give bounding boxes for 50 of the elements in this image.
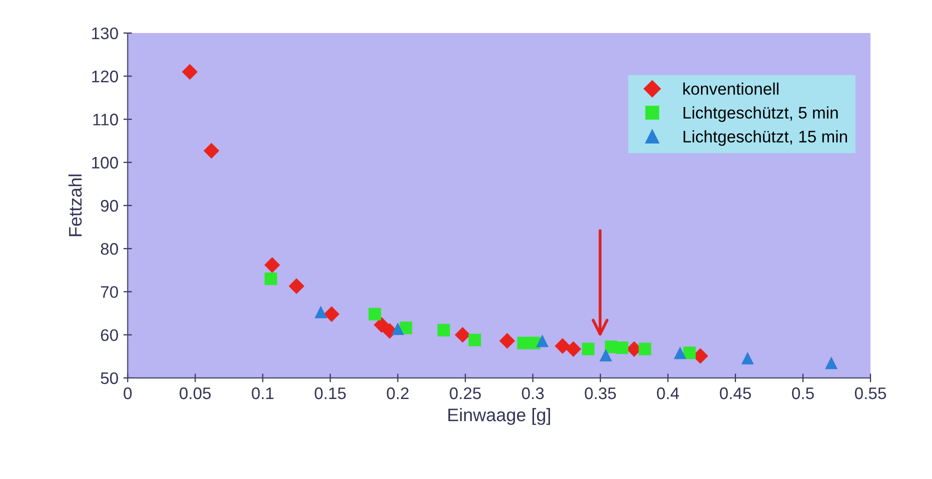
point bbox=[499, 333, 516, 349]
x-tick-label: 0.3 bbox=[522, 387, 544, 400]
x-axis-title: Einwaage [g] bbox=[448, 408, 550, 425]
point bbox=[600, 348, 612, 362]
point bbox=[566, 341, 582, 357]
y-tick-label: 90 bbox=[100, 200, 118, 212]
x-tick-label: 0.35 bbox=[584, 387, 616, 400]
x-tick-label: 0.55 bbox=[854, 387, 886, 400]
point bbox=[264, 257, 280, 273]
x-tick-label: 0 bbox=[124, 387, 132, 400]
x-tick-label: 0.25 bbox=[450, 387, 481, 400]
y-axis-title: Fettzahl bbox=[68, 174, 82, 236]
point bbox=[582, 342, 594, 356]
legend-label: Lichtgeschützt, 15 min bbox=[684, 130, 847, 146]
y-tick-label: 100 bbox=[92, 156, 118, 169]
point bbox=[674, 346, 686, 360]
y-tick-label: 70 bbox=[100, 286, 118, 298]
y-tick-label: 110 bbox=[93, 114, 118, 126]
point bbox=[264, 272, 278, 286]
y-tick-label: 50 bbox=[100, 372, 118, 384]
y-tick-label: 60 bbox=[100, 329, 118, 342]
point bbox=[825, 356, 838, 370]
y-tick-label: 130 bbox=[92, 27, 118, 40]
x-tick-label: 0.45 bbox=[720, 387, 751, 400]
point bbox=[554, 338, 570, 354]
legend-label: konventionell bbox=[683, 82, 778, 95]
x-tick-label: 0.4 bbox=[656, 387, 680, 400]
point bbox=[536, 334, 549, 348]
x-tick-label: 0.2 bbox=[386, 387, 409, 400]
point bbox=[683, 346, 696, 360]
point bbox=[324, 306, 340, 322]
point bbox=[437, 324, 450, 336]
point bbox=[741, 352, 754, 364]
point bbox=[638, 342, 652, 356]
point bbox=[454, 326, 470, 343]
point bbox=[616, 342, 628, 354]
point bbox=[468, 334, 482, 346]
point bbox=[204, 142, 220, 159]
point bbox=[288, 278, 304, 294]
y-tick-label: 120 bbox=[92, 70, 118, 82]
point bbox=[392, 322, 404, 336]
x-tick-label: 0.5 bbox=[792, 387, 814, 400]
legend-label: Lichtgeschützt, 5 min bbox=[684, 106, 838, 122]
point bbox=[182, 64, 198, 80]
point bbox=[314, 306, 328, 318]
point bbox=[368, 308, 382, 320]
x-tick-label: 0.05 bbox=[180, 387, 211, 400]
x-tick-label: 0.15 bbox=[314, 387, 346, 400]
y-tick-label: 80 bbox=[100, 243, 118, 255]
x-tick-label: 0.1 bbox=[252, 387, 274, 400]
